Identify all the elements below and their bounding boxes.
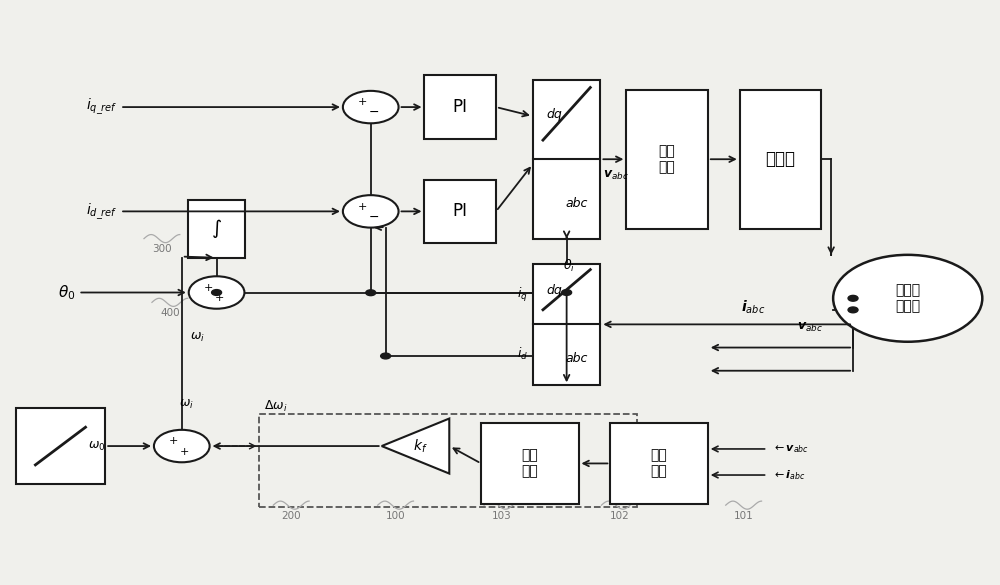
Text: 转矩
计算: 转矩 计算 [651,448,667,479]
Circle shape [848,307,858,313]
Text: $i_d$: $i_d$ [517,346,528,362]
Bar [259,414,637,507]
Text: $\leftarrow\boldsymbol{v}_{abc}$: $\leftarrow\boldsymbol{v}_{abc}$ [772,443,809,455]
Bar [424,180,496,243]
Text: abc: abc [566,352,588,365]
Text: $\omega_0$: $\omega_0$ [88,439,105,453]
Text: $i_q$: $i_q$ [517,286,528,304]
Text: −: − [368,106,379,119]
Text: 逆变器: 逆变器 [765,150,795,168]
Circle shape [189,276,244,309]
Circle shape [154,430,210,462]
Text: 高通
滤波: 高通 滤波 [521,448,538,479]
Text: 永磁同
步电机: 永磁同 步电机 [895,283,920,314]
Text: $\omega_i$: $\omega_i$ [179,398,194,411]
Text: ∫: ∫ [212,219,222,238]
Text: $\leftarrow\boldsymbol{i}_{abc}$: $\leftarrow\boldsymbol{i}_{abc}$ [772,468,806,482]
Text: 300: 300 [152,244,172,254]
Text: +: + [215,293,224,303]
Text: 100: 100 [386,511,405,521]
Circle shape [381,353,391,359]
Bar [188,200,245,258]
Text: $k_f$: $k_f$ [413,438,428,455]
Text: −: − [368,211,379,223]
Text: 调制
驱动: 调制 驱动 [659,144,675,174]
Bar [740,90,821,229]
Text: 102: 102 [609,511,629,521]
Text: +: + [358,202,367,212]
Text: +: + [358,98,367,108]
Bar [533,263,600,385]
Text: 101: 101 [734,511,754,521]
Bar [481,423,579,504]
Text: 103: 103 [492,511,512,521]
Text: PI: PI [453,202,468,221]
Bar [626,90,708,229]
Text: $\omega_i$: $\omega_i$ [190,331,205,344]
Circle shape [366,290,376,295]
Bar [610,423,708,504]
Text: +: + [204,283,213,293]
Circle shape [212,290,222,295]
Text: abc: abc [566,197,588,211]
Text: $\Delta\omega_i$: $\Delta\omega_i$ [264,399,288,414]
Text: 200: 200 [281,511,301,521]
Text: $i_{q\_ref}$: $i_{q\_ref}$ [86,97,117,117]
Circle shape [562,290,572,295]
Text: +: + [169,436,179,446]
Text: 400: 400 [160,308,180,318]
Circle shape [343,195,399,228]
Text: $\boldsymbol{v}_{abc}$: $\boldsymbol{v}_{abc}$ [603,168,629,182]
Text: $\theta_0$: $\theta_0$ [58,283,75,302]
Circle shape [833,255,982,342]
Circle shape [848,295,858,301]
Text: $\boldsymbol{i}_{abc}$: $\boldsymbol{i}_{abc}$ [741,298,766,316]
Text: +: + [180,447,189,457]
Polygon shape [382,418,449,474]
Bar [533,80,600,239]
Text: $i_{d\_ref}$: $i_{d\_ref}$ [86,201,117,222]
Text: dq: dq [547,284,562,297]
Text: PI: PI [453,98,468,116]
Text: $\theta_i$: $\theta_i$ [563,257,575,274]
Bar [424,75,496,139]
Text: $\boldsymbol{v}_{abc}$: $\boldsymbol{v}_{abc}$ [797,321,823,334]
Circle shape [343,91,399,123]
Text: dq: dq [547,108,562,121]
Bar [16,408,105,484]
